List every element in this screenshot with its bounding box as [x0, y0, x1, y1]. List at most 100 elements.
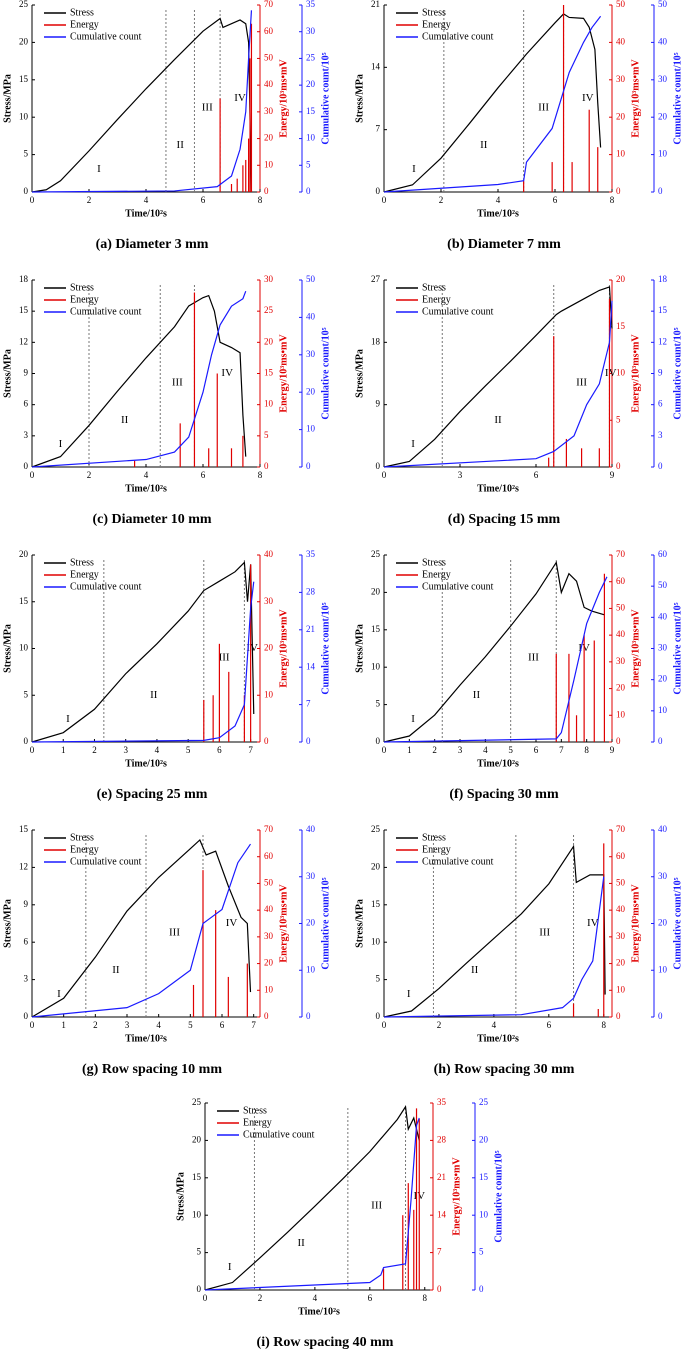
x-tick-label: 8 — [258, 195, 263, 205]
y3-tick-label: 30 — [306, 349, 316, 359]
y-axis-label: Stress/MPa — [354, 899, 365, 948]
stage-label: II — [121, 414, 129, 426]
x-axis-label: Time/10²s — [298, 1306, 340, 1317]
stage-label: II — [471, 964, 479, 976]
y-tick-label: 15 — [371, 899, 381, 909]
y2-tick-label: 50 — [616, 602, 626, 612]
y3-tick-label: 50 — [306, 274, 316, 284]
y-tick-label: 25 — [19, 0, 29, 9]
y3-tick-label: 0 — [658, 736, 663, 746]
stage-label: III — [528, 651, 539, 663]
y3-axis-label: Cumulative count/10⁵ — [493, 1150, 504, 1242]
y3-tick-label: 40 — [306, 824, 316, 834]
y-tick-label: 18 — [19, 274, 29, 284]
legend-label: Cumulative count — [70, 306, 142, 317]
y2-tick-label: 50 — [264, 52, 274, 62]
y2-tick-label: 20 — [264, 336, 274, 346]
y-tick-label: 18 — [371, 336, 381, 346]
x-tick-label: 0 — [382, 1020, 387, 1030]
y-tick-label: 27 — [371, 274, 381, 284]
y2-tick-label: 40 — [616, 904, 626, 914]
y3-tick-label: 15 — [306, 106, 316, 116]
y3-tick-label: 14 — [306, 661, 316, 671]
legend-label: Energy — [422, 844, 451, 855]
x-tick-label: 0 — [30, 745, 35, 755]
series-line — [31, 291, 247, 468]
caption: (i) Row spacing 40 mm — [257, 1335, 394, 1350]
y2-tick-label: 40 — [616, 629, 626, 639]
y3-tick-label: 40 — [658, 824, 668, 834]
x-tick-label: 3 — [125, 1020, 130, 1030]
y2-tick-label: 0 — [264, 461, 269, 471]
y2-tick-label: 10 — [264, 399, 274, 409]
y2-tick-label: 5 — [264, 430, 269, 440]
y2-tick-label: 20 — [616, 274, 626, 284]
caption: (b) Diameter 7 mm — [447, 237, 561, 252]
x-tick-label: 9 — [610, 745, 615, 755]
caption: (a) Diameter 3 mm — [96, 237, 209, 252]
y-tick-label: 9 — [24, 368, 29, 378]
y2-tick-label: 0 — [616, 1011, 621, 1021]
y3-tick-label: 15 — [479, 1172, 489, 1182]
y-tick-label: 15 — [192, 1172, 202, 1182]
series-line — [383, 576, 608, 743]
x-tick-label: 1 — [61, 1020, 66, 1030]
y2-axis-label: Energy/10³ms•mV — [278, 884, 289, 963]
series-line — [383, 876, 605, 1018]
y2-tick-label: 0 — [616, 736, 621, 746]
stage-label: II — [177, 139, 185, 151]
y-tick-label: 21 — [371, 0, 380, 9]
x-tick-label: 5 — [188, 1020, 193, 1030]
y-tick-label: 6 — [24, 936, 29, 946]
y3-tick-label: 7 — [306, 699, 311, 709]
legend-label: Energy — [70, 569, 99, 580]
y-tick-label: 0 — [376, 1011, 381, 1021]
stage-label: I — [407, 988, 411, 1000]
y-tick-label: 9 — [376, 399, 381, 409]
stage-label: I — [412, 163, 416, 175]
x-axis-label: Time/10²s — [125, 1033, 167, 1044]
x-tick-label: 2 — [92, 745, 97, 755]
y-tick-label: 3 — [24, 430, 29, 440]
legend-label: Stress — [422, 832, 446, 843]
y3-tick-label: 25 — [479, 1097, 489, 1107]
x-tick-label: 4 — [155, 745, 160, 755]
y-tick-label: 3 — [24, 974, 29, 984]
x-tick-label: 0 — [30, 470, 35, 480]
stage-label: II — [297, 1237, 305, 1249]
y-tick-label: 15 — [19, 596, 29, 606]
x-tick-label: 8 — [602, 1020, 607, 1030]
y-tick-label: 7 — [376, 124, 381, 134]
x-tick-label: 4 — [156, 1020, 161, 1030]
y-tick-label: 5 — [24, 149, 29, 159]
legend-label: Cumulative count — [422, 31, 494, 42]
series-line — [204, 1105, 420, 1291]
y-axis-label: Stress/MPa — [2, 74, 13, 123]
y2-tick-label: 40 — [616, 36, 626, 46]
x-tick-label: 2 — [93, 1020, 98, 1030]
legend-label: Stress — [422, 282, 446, 293]
x-tick-label: 7 — [248, 745, 253, 755]
y3-tick-label: 50 — [658, 580, 668, 590]
y-tick-label: 15 — [19, 74, 29, 84]
y-tick-label: 25 — [371, 824, 381, 834]
y-tick-label: 20 — [19, 36, 29, 46]
x-tick-label: 0 — [382, 470, 387, 480]
x-tick-label: 8 — [584, 745, 589, 755]
x-tick-label: 0 — [30, 195, 35, 205]
y2-tick-label: 10 — [616, 368, 626, 378]
legend-label: Stress — [422, 557, 446, 568]
y3-tick-label: 0 — [306, 186, 311, 196]
legend-label: Energy — [70, 294, 99, 305]
legend-label: Energy — [422, 294, 451, 305]
stage-label: I — [411, 438, 415, 450]
y-axis-label: Stress/MPa — [354, 74, 365, 123]
y2-tick-label: 50 — [616, 0, 626, 9]
stage-label: III — [202, 101, 213, 113]
y3-tick-label: 15 — [658, 305, 668, 315]
y-tick-label: 15 — [19, 305, 29, 315]
y2-tick-label: 21 — [437, 1172, 446, 1182]
x-axis-label: Time/10²s — [477, 208, 519, 219]
y3-tick-label: 40 — [658, 611, 668, 621]
